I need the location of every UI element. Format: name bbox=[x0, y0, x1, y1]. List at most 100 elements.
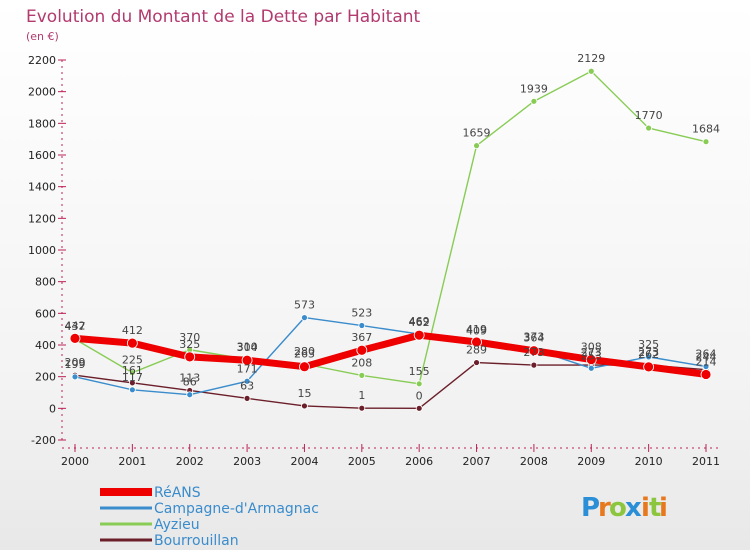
data-point bbox=[356, 344, 368, 356]
x-tick-label: 2003 bbox=[233, 455, 261, 468]
series-line-0 bbox=[71, 331, 710, 378]
data-label: 113 bbox=[179, 371, 200, 384]
data-point bbox=[645, 124, 653, 132]
data-label: 155 bbox=[409, 365, 430, 378]
brand-letter: i bbox=[641, 493, 650, 523]
data-label: 63 bbox=[240, 379, 254, 392]
data-labels-layer: 442 412 325 304 263 367 462 419 364 308 262 214 199 1… bbox=[65, 52, 721, 402]
legend-label: Campagne-d'Armagnac bbox=[154, 501, 319, 517]
data-point bbox=[413, 329, 425, 341]
x-tick-label: 2001 bbox=[118, 455, 146, 468]
data-label: 409 bbox=[466, 325, 487, 338]
data-label: 273 bbox=[638, 346, 659, 359]
data-label: 325 bbox=[638, 338, 659, 351]
y-tick-label: 800 bbox=[35, 276, 56, 289]
data-label: 367 bbox=[351, 331, 372, 344]
data-label: 208 bbox=[351, 356, 372, 369]
data-point bbox=[243, 377, 251, 385]
x-tick-label: 2008 bbox=[520, 455, 548, 468]
y-tick-label: 200 bbox=[35, 371, 56, 384]
data-label: 419 bbox=[466, 323, 487, 336]
chart-subtitle: (en €) bbox=[26, 30, 59, 43]
brand-letter: t bbox=[649, 493, 661, 523]
data-point bbox=[299, 361, 310, 373]
data-label: 199 bbox=[65, 358, 86, 371]
brand-letter: i bbox=[659, 493, 668, 523]
series-line-3 bbox=[74, 361, 707, 410]
series-layer bbox=[69, 67, 712, 412]
x-tick-label: 2004 bbox=[290, 455, 318, 468]
data-point bbox=[358, 322, 366, 329]
data-label: 263 bbox=[294, 348, 315, 361]
x-tick-label: 2005 bbox=[348, 455, 376, 468]
data-label: 1684 bbox=[692, 123, 720, 136]
data-point bbox=[358, 371, 366, 379]
data-label: 462 bbox=[409, 316, 430, 329]
data-label: 370 bbox=[179, 331, 200, 344]
data-point bbox=[241, 354, 253, 366]
data-label: 573 bbox=[294, 299, 315, 312]
data-point bbox=[186, 391, 194, 399]
y-tick-label: 600 bbox=[35, 307, 56, 320]
data-label: 171 bbox=[237, 362, 258, 375]
data-label: 273 bbox=[523, 346, 544, 359]
data-label: 364 bbox=[523, 332, 544, 345]
data-label: 262 bbox=[638, 348, 659, 361]
data-label: 310 bbox=[237, 340, 258, 353]
data-point bbox=[415, 404, 423, 412]
data-label: 412 bbox=[122, 324, 143, 337]
data-label: 442 bbox=[65, 319, 86, 332]
data-label: 1939 bbox=[520, 82, 548, 95]
brand-letter: o bbox=[609, 493, 627, 523]
series-line-2 bbox=[74, 70, 707, 385]
data-label: 264 bbox=[696, 348, 717, 361]
data-label: 15 bbox=[297, 387, 311, 400]
data-label: 308 bbox=[581, 341, 602, 354]
legend: RéANSCampagne-d'ArmagnacAyzieuBourrouill… bbox=[100, 485, 319, 549]
data-point bbox=[585, 354, 597, 365]
data-point bbox=[530, 361, 538, 369]
data-point bbox=[471, 336, 482, 348]
x-tick-label: 2011 bbox=[692, 455, 720, 468]
data-point bbox=[69, 332, 81, 344]
data-label: 253 bbox=[581, 349, 602, 362]
x-tick-label: 2006 bbox=[405, 455, 433, 468]
data-point bbox=[530, 97, 538, 105]
data-point bbox=[645, 353, 653, 361]
data-point bbox=[415, 380, 423, 388]
brand-letter: r bbox=[598, 493, 611, 523]
legend-label: Bourrouillan bbox=[154, 533, 239, 549]
y-tick-label: -200 bbox=[31, 434, 56, 447]
data-point bbox=[243, 394, 251, 402]
chart-title: Evolution du Montant de la Dette par Hab… bbox=[26, 7, 421, 27]
data-label: 1770 bbox=[635, 109, 663, 122]
data-label: 304 bbox=[237, 341, 258, 354]
data-label: 1 bbox=[358, 389, 365, 402]
data-label: 273 bbox=[581, 346, 602, 359]
data-point bbox=[126, 337, 138, 349]
x-tick-label: 2010 bbox=[635, 455, 663, 468]
data-label: 469 bbox=[409, 315, 430, 328]
y-tick-label: 2000 bbox=[28, 86, 56, 99]
y-tick-label: 1600 bbox=[28, 149, 56, 162]
data-label: 437 bbox=[65, 320, 86, 333]
data-point bbox=[301, 314, 308, 322]
data-label: 0 bbox=[416, 389, 423, 402]
x-tick-label: 2000 bbox=[61, 455, 89, 468]
data-point bbox=[128, 379, 136, 387]
data-label: 280 bbox=[294, 345, 315, 358]
data-label: 2129 bbox=[577, 52, 605, 65]
x-tick-label: 2009 bbox=[577, 455, 605, 468]
data-point bbox=[528, 345, 540, 357]
x-tick-label: 2007 bbox=[463, 455, 491, 468]
brand-letter: x bbox=[625, 493, 642, 523]
y-tick-label: 2200 bbox=[28, 54, 56, 67]
data-point bbox=[301, 402, 308, 410]
data-label: 86 bbox=[183, 376, 197, 389]
y-tick-label: 1800 bbox=[28, 117, 56, 130]
legend-label: RéANS bbox=[154, 485, 201, 501]
data-label: 373 bbox=[523, 330, 544, 343]
brand-letter: P bbox=[581, 493, 600, 523]
